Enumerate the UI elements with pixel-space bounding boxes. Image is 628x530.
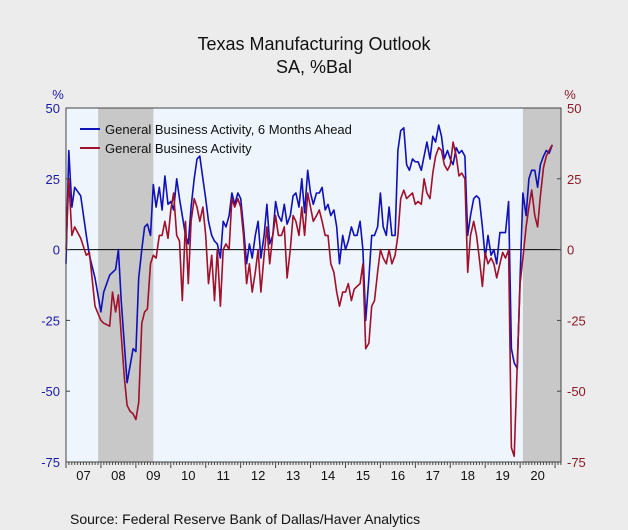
x-tick-label: 14 [321, 468, 335, 483]
x-tick-label: 16 [391, 468, 405, 483]
chart-title: Texas Manufacturing Outlook [197, 34, 431, 54]
legend: General Business Activity, 6 Months Ahea… [80, 122, 352, 156]
x-tick-label: 19 [495, 468, 509, 483]
x-tick-label: 18 [460, 468, 474, 483]
x-tick-label: 15 [356, 468, 370, 483]
y-tick-label-right: 0 [567, 243, 574, 258]
y-tick-label-right: -25 [567, 313, 586, 328]
y-tick-label-left: -75 [41, 455, 60, 470]
chart-subtitle: SA, %Bal [276, 57, 352, 77]
recession-bands [98, 108, 561, 462]
y-tick-label-right: -75 [567, 455, 586, 470]
legend-label-general-business-activity: General Business Activity [105, 141, 252, 156]
left-axis-unit-label: % [52, 87, 64, 102]
x-tick-label: 13 [286, 468, 300, 483]
series-line-1 [65, 141, 553, 458]
y-tick-label-right: -50 [567, 384, 586, 399]
y-tick-label-left: -50 [41, 384, 60, 399]
y-tick-label-right: 50 [567, 101, 581, 116]
y-tick-label-left: 25 [46, 172, 60, 187]
right-axis-unit-label: % [564, 87, 576, 102]
y-tick-label-left: -25 [41, 313, 60, 328]
recession-band-0 [98, 108, 154, 462]
x-ticks: 07 08 09 10 11 12 13 14 15 16 17 18 19 20 [65, 462, 562, 483]
series-line-0 [65, 124, 554, 384]
y-tick-label-right: 25 [567, 172, 581, 187]
x-tick-label: 09 [146, 468, 160, 483]
x-tick-label: 07 [76, 468, 90, 483]
recession-band-1 [522, 108, 561, 462]
y-tick-label-left: 50 [46, 101, 60, 116]
x-tick-label: 10 [181, 468, 195, 483]
y-ticks: 50 50 25 25 0 0 -25 -25 -50 -50 -75 -75 [41, 101, 586, 470]
x-tick-label: 20 [530, 468, 544, 483]
x-tick-label: 12 [251, 468, 265, 483]
source-note: Source: Federal Reserve Bank of Dallas/H… [70, 511, 420, 527]
x-tick-label: 17 [426, 468, 440, 483]
legend-label-6-months-ahead: General Business Activity, 6 Months Ahea… [105, 122, 352, 137]
x-tick-label: 08 [111, 468, 125, 483]
x-tick-label: 11 [216, 468, 230, 483]
series-lines [65, 124, 554, 458]
y-tick-label-left: 0 [53, 243, 60, 258]
